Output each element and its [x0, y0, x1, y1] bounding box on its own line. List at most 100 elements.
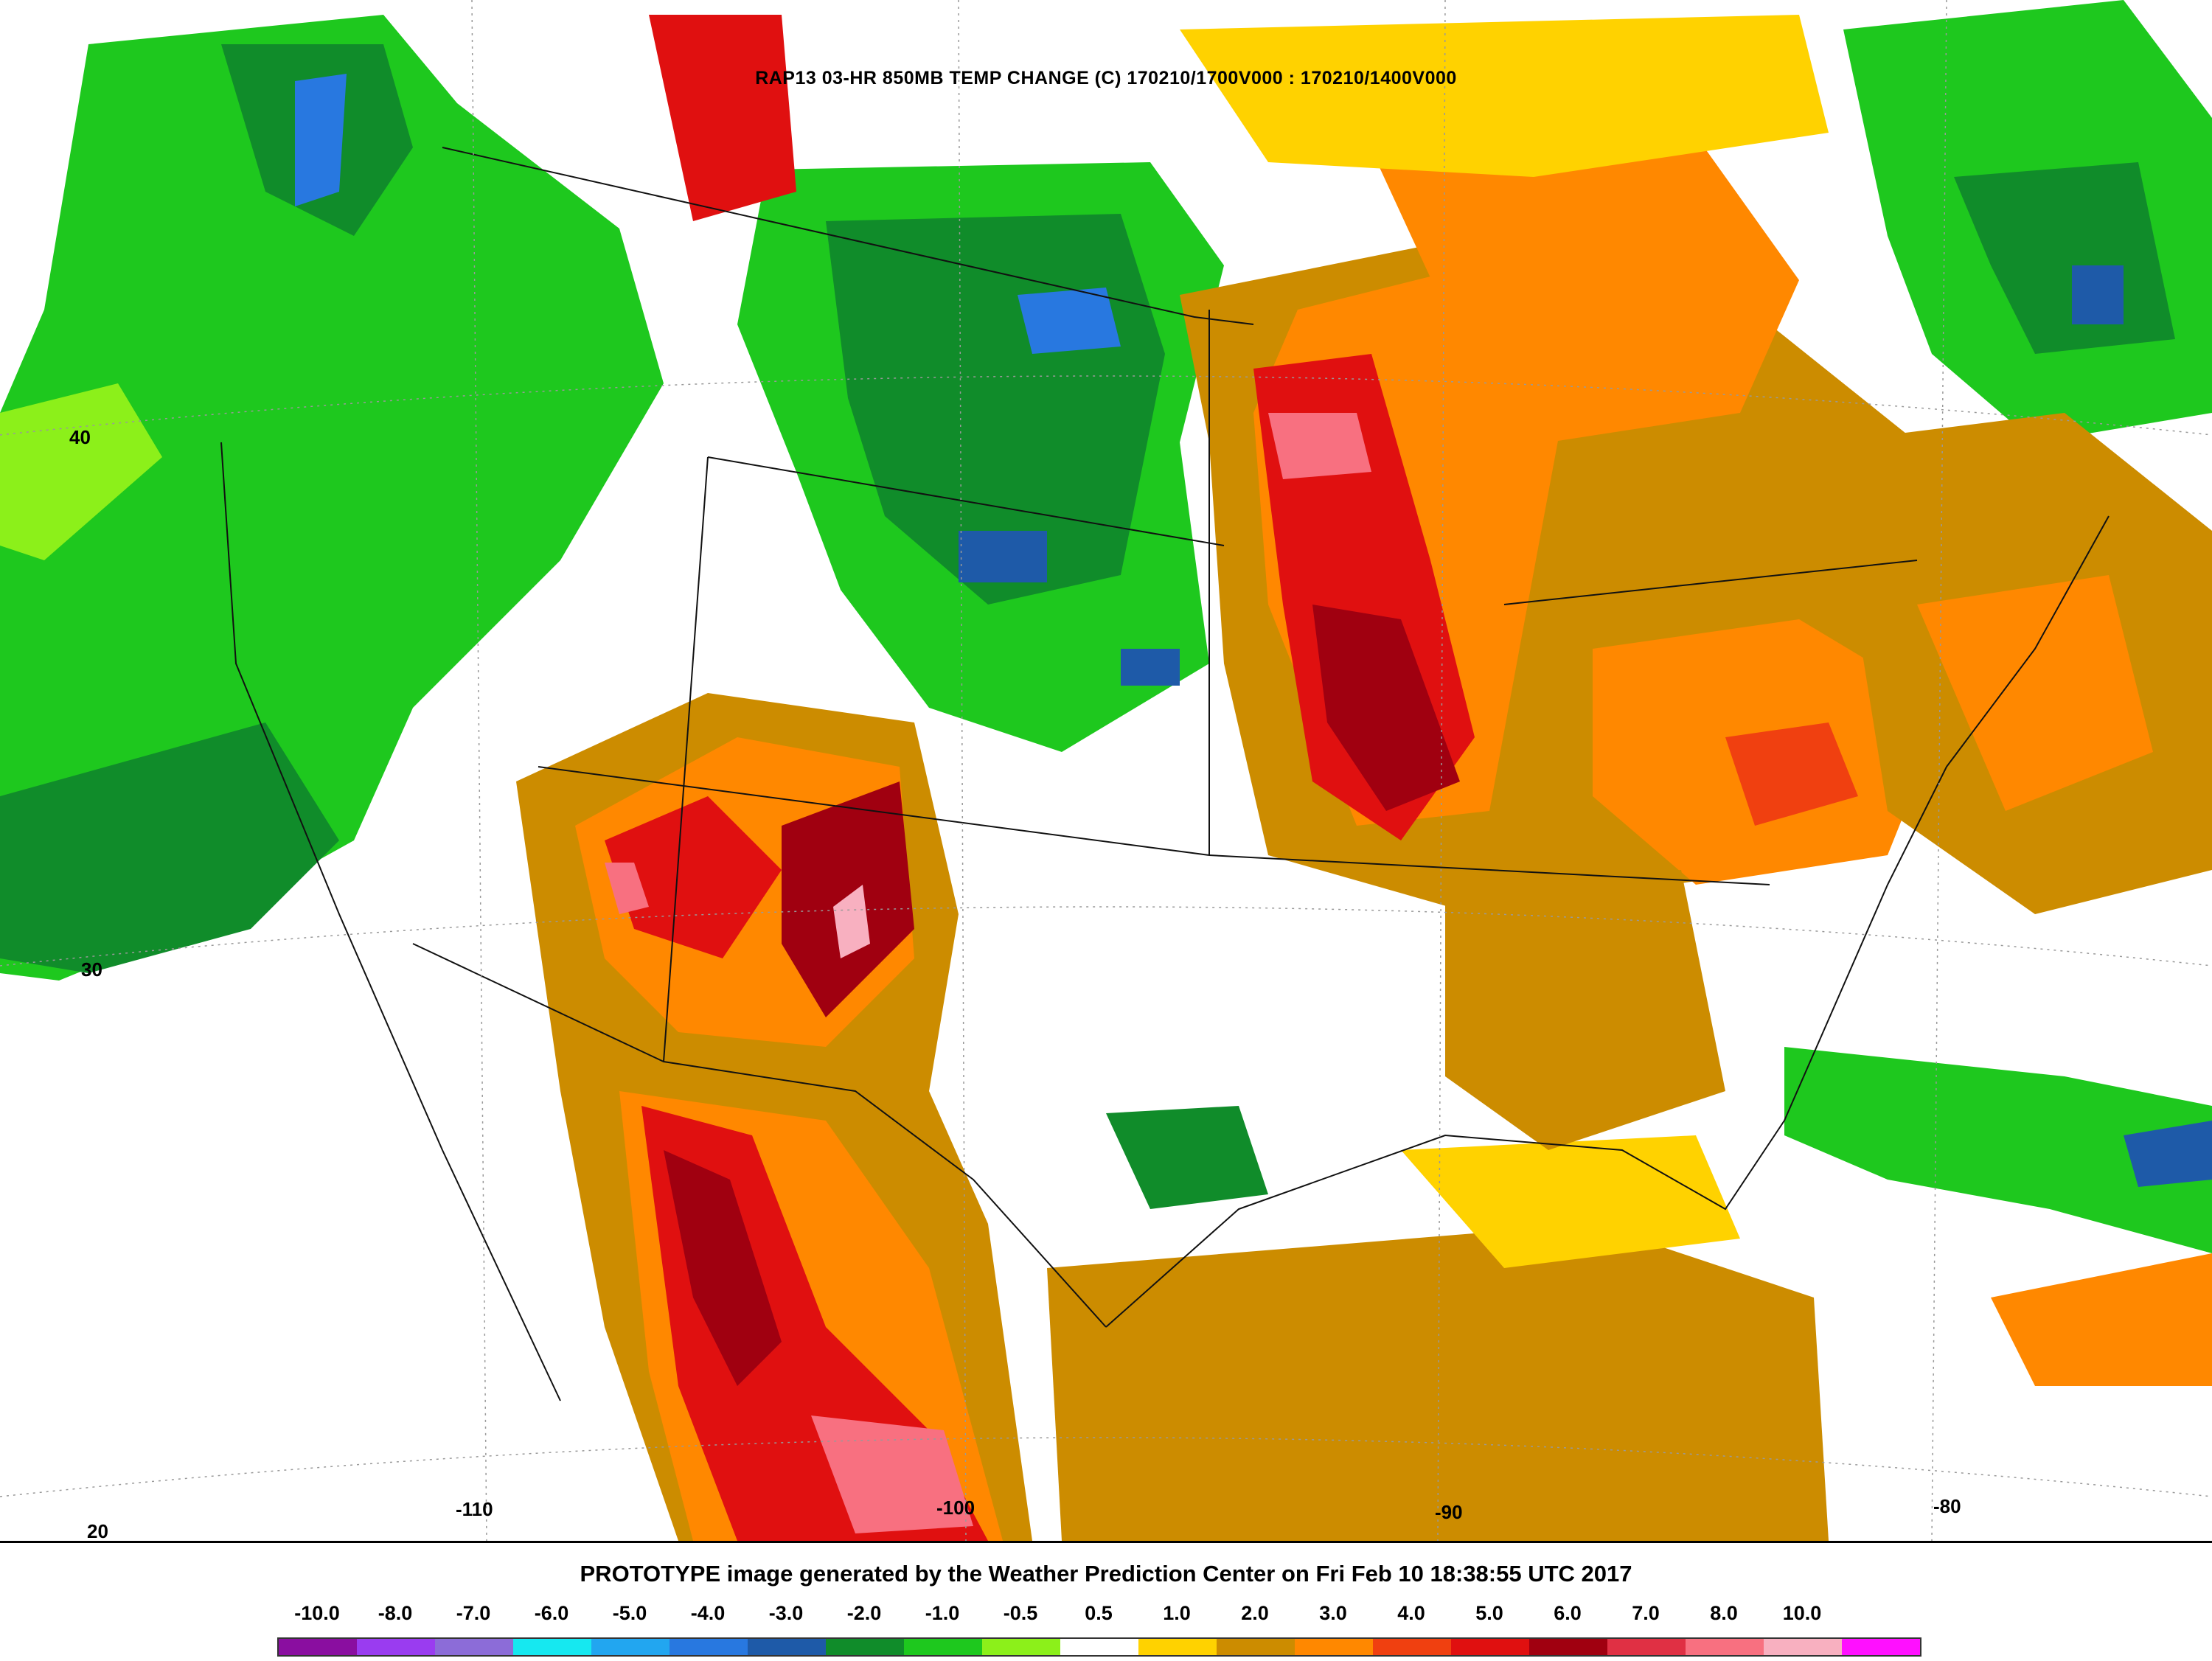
california-green-region — [0, 722, 339, 973]
west-coastline — [220, 442, 561, 1401]
legend-swatch — [1764, 1639, 1842, 1655]
legend-swatch — [1138, 1639, 1217, 1655]
southwest-pink-core-1 — [605, 863, 649, 914]
legend-swatch — [1373, 1639, 1451, 1655]
legend-swatch — [748, 1639, 826, 1655]
legend-label: 0.5 — [1085, 1602, 1113, 1624]
longitude-label-80: -80 — [1933, 1495, 1961, 1517]
longitude-label-110: -110 — [456, 1498, 493, 1520]
atlantic-green-region — [1784, 1047, 2212, 1253]
footer: PROTOTYPE image generated by the Weather… — [0, 1541, 2212, 1661]
midwest-dark-red-core — [1312, 605, 1460, 811]
plains-blue-core-1 — [1018, 288, 1121, 354]
parallel-line-2 — [0, 906, 2212, 967]
longitude-label-100: -100 — [936, 1497, 975, 1519]
legend-label: -2.0 — [846, 1602, 882, 1624]
legend-label: -4.0 — [690, 1602, 726, 1624]
latitude-label-40: 40 — [69, 426, 91, 448]
pacific-northwest-light-green — [0, 383, 162, 560]
legend-label: 5.0 — [1475, 1602, 1503, 1624]
legend-swatch — [1451, 1639, 1529, 1655]
legend-swatch — [1607, 1639, 1686, 1655]
legend-label: 2.0 — [1241, 1602, 1269, 1624]
plains-blue-core-2 — [959, 531, 1047, 582]
legend-label: -0.5 — [1003, 1602, 1038, 1624]
legend-swatch — [826, 1639, 904, 1655]
state-boundary-3 — [1208, 854, 1770, 885]
legend-swatch — [1686, 1639, 1764, 1655]
canada-red-core — [649, 15, 796, 221]
parallel-line-3 — [0, 1437, 2212, 1497]
mid-atlantic-red-core — [1725, 722, 1858, 826]
generated-by-text: PROTOTYPE image generated by the Weather… — [580, 1561, 1632, 1587]
meridian-line-1 — [471, 0, 487, 1541]
gulf-warm-region — [1047, 1224, 1829, 1541]
legend-label: 7.0 — [1632, 1602, 1660, 1624]
state-boundary-1 — [707, 456, 1225, 546]
legend-swatch — [669, 1639, 748, 1655]
legend-label: 8.0 — [1710, 1602, 1738, 1624]
legend-swatch — [279, 1639, 357, 1655]
us-canada-border — [442, 147, 1254, 325]
warm-anomaly-regions — [516, 15, 2212, 1541]
legend-swatch — [982, 1639, 1060, 1655]
legend-swatch — [1217, 1639, 1295, 1655]
legend-swatch — [1295, 1639, 1373, 1655]
atlantic-blue-core — [2124, 1121, 2212, 1187]
caribbean-orange-region — [1991, 1253, 2212, 1386]
legend-label: 10.0 — [1782, 1602, 1822, 1624]
new-england-blue-core — [2072, 265, 2124, 324]
legend-label: -1.0 — [925, 1602, 960, 1624]
latitude-label-30: 30 — [81, 958, 102, 981]
legend-swatch — [904, 1639, 982, 1655]
us-mexico-border — [412, 943, 1107, 1328]
meridian-line-2 — [958, 0, 967, 1541]
midwest-pink-core — [1268, 413, 1371, 479]
legend-labels: -10.0 -8.0 -7.0 -6.0 -5.0 -4.0 -3.0 -2.0… — [0, 1602, 2212, 1632]
political-boundaries — [220, 147, 2110, 1401]
legend-label: 4.0 — [1397, 1602, 1425, 1624]
state-boundary-2 — [538, 766, 1210, 856]
legend-swatch — [1060, 1639, 1138, 1655]
state-boundary-4 — [1503, 560, 1918, 605]
southwest-red-region — [605, 796, 782, 958]
meridian-line-4 — [1931, 0, 1947, 1541]
longitude-label-90: -90 — [1435, 1501, 1463, 1523]
graticule — [0, 0, 2212, 1541]
legend-swatch — [513, 1639, 591, 1655]
temperature-change-map — [0, 0, 2212, 1541]
legend-swatch — [1842, 1639, 1920, 1655]
legend-swatch — [435, 1639, 513, 1655]
mexico-dark-red-core — [664, 1150, 782, 1386]
meridian-line-3 — [1437, 0, 1446, 1541]
cool-anomaly-regions — [0, 0, 2212, 1253]
legend-label: -5.0 — [612, 1602, 647, 1624]
parallel-line-1 — [0, 375, 2212, 436]
mexico-pink-core — [811, 1415, 973, 1533]
east-coastline — [1784, 515, 2110, 1121]
legend-label: -6.0 — [534, 1602, 569, 1624]
map-panel: RAP13 03-HR 850MB TEMP CHANGE (C) 170210… — [0, 0, 2212, 1541]
latitude-label-20: 20 — [87, 1520, 108, 1541]
east-coast-orange-region — [1917, 575, 2153, 811]
legend-color-bar — [277, 1637, 1921, 1657]
pacific-northwest-green-region — [0, 15, 664, 981]
gulf-coastline — [1105, 1120, 1785, 1328]
legend-label: 3.0 — [1319, 1602, 1347, 1624]
southwest-pink-core-2 — [833, 885, 870, 958]
state-boundary-6 — [663, 456, 709, 1062]
legend-label: -3.0 — [768, 1602, 804, 1624]
legend-label: -8.0 — [378, 1602, 413, 1624]
plains-blue-core-3 — [1121, 649, 1180, 686]
legend-swatch — [1529, 1639, 1607, 1655]
legend-label: -7.0 — [456, 1602, 491, 1624]
canada-yellow-region — [1180, 15, 1829, 177]
legend-swatch — [357, 1639, 435, 1655]
southeast-warm-region — [1445, 870, 1725, 1150]
legend-label: -10.0 — [294, 1602, 340, 1624]
legend-swatch — [591, 1639, 669, 1655]
pacific-northwest-blue-core — [295, 74, 347, 206]
texas-green-region — [1106, 1106, 1268, 1209]
legend-label: 1.0 — [1163, 1602, 1191, 1624]
map-title: RAP13 03-HR 850MB TEMP CHANGE (C) 170210… — [755, 68, 1457, 88]
